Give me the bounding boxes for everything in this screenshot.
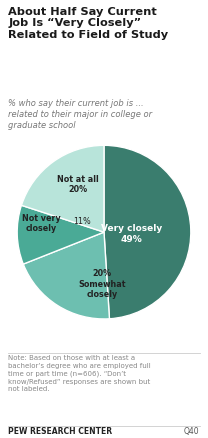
- Text: Not at all
20%: Not at all 20%: [57, 175, 99, 194]
- Text: 20%
Somewhat
closely: 20% Somewhat closely: [78, 269, 126, 299]
- Text: Note: Based on those with at least a
bachelor’s degree who are employed full
tim: Note: Based on those with at least a bac…: [8, 355, 151, 392]
- Text: Q40: Q40: [184, 427, 200, 436]
- Wedge shape: [17, 205, 104, 264]
- Text: About Half Say Current
Job Is “Very Closely”
Related to Field of Study: About Half Say Current Job Is “Very Clos…: [8, 7, 168, 40]
- Wedge shape: [104, 145, 191, 319]
- Text: 11%: 11%: [73, 217, 91, 226]
- Text: Very closely
49%: Very closely 49%: [101, 224, 162, 244]
- Wedge shape: [23, 232, 109, 319]
- Wedge shape: [21, 145, 104, 232]
- Text: % who say their current job is ...
related to their major in college or
graduate: % who say their current job is ... relat…: [8, 99, 152, 130]
- Text: PEW RESEARCH CENTER: PEW RESEARCH CENTER: [8, 427, 113, 436]
- Text: Not very
closely: Not very closely: [22, 214, 61, 233]
